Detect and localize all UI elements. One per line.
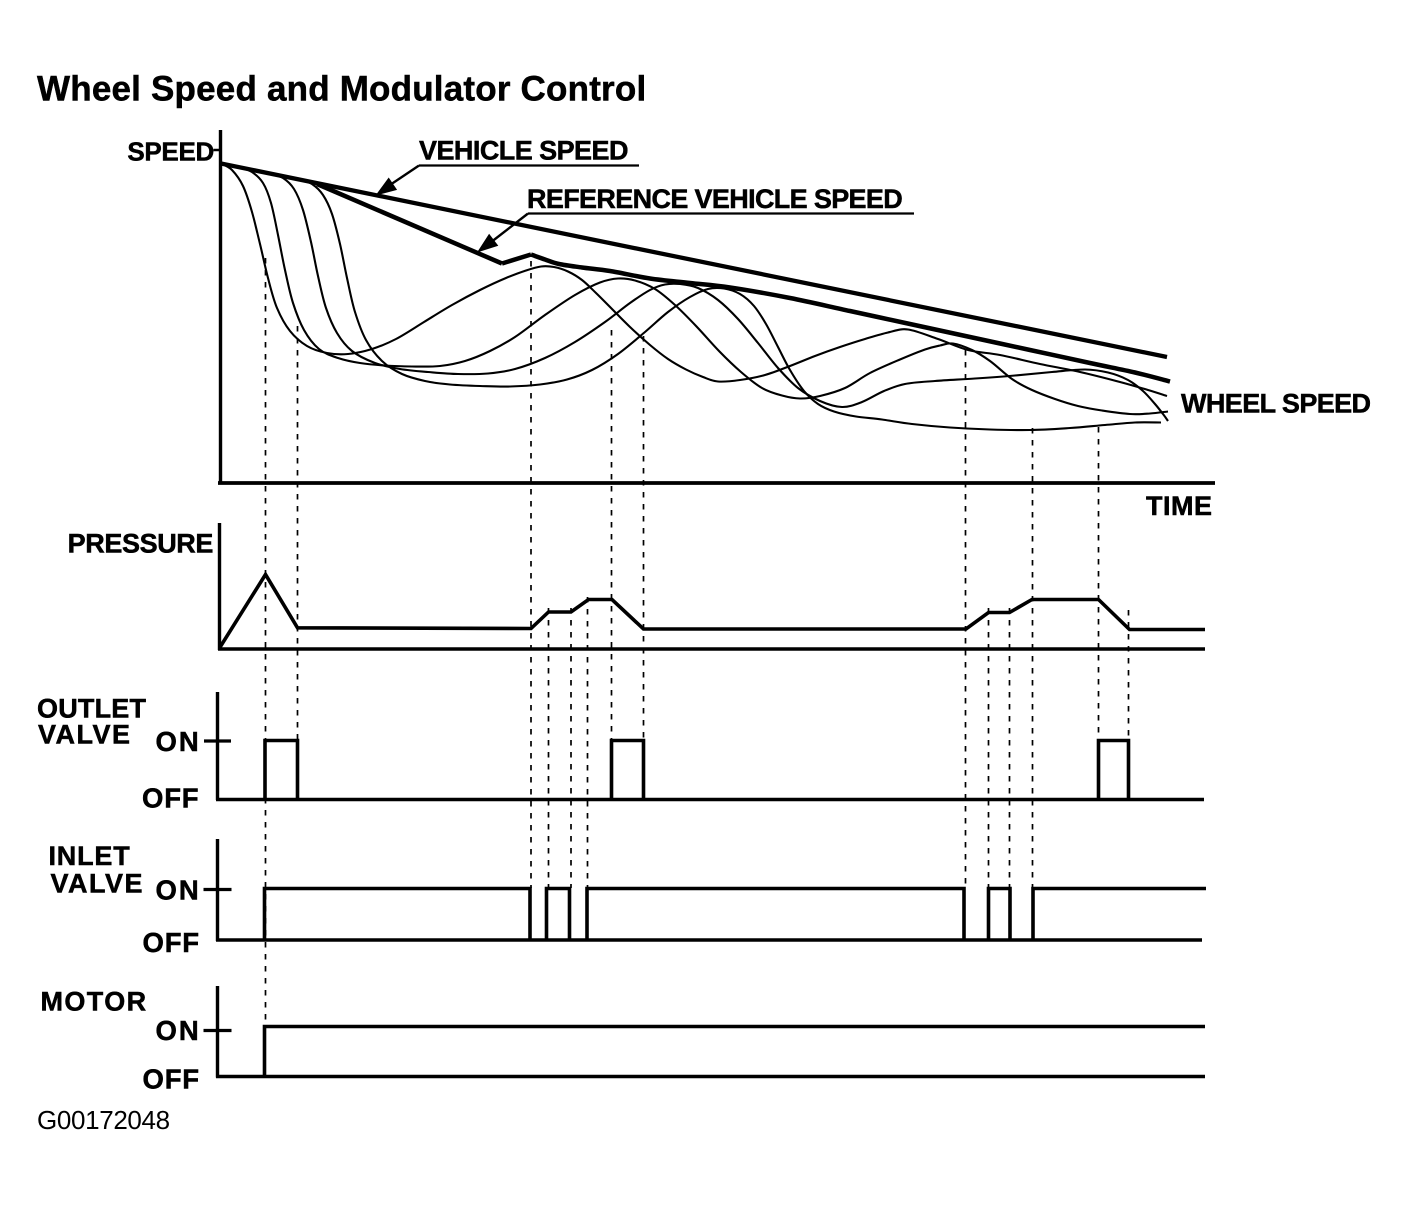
- svg-text:VALVE: VALVE: [38, 720, 132, 750]
- svg-text:OFF: OFF: [142, 783, 199, 814]
- svg-text:OFF: OFF: [143, 927, 200, 958]
- svg-text:TIME: TIME: [1146, 491, 1213, 521]
- svg-text:VEHICLE SPEED: VEHICLE SPEED: [419, 135, 628, 165]
- svg-text:REFERENCE VEHICLE SPEED: REFERENCE VEHICLE SPEED: [527, 184, 902, 214]
- svg-text:ON: ON: [156, 875, 201, 906]
- svg-text:SPEED: SPEED: [127, 137, 214, 167]
- svg-text:MOTOR: MOTOR: [41, 986, 148, 1016]
- svg-text:OUTLET: OUTLET: [37, 693, 146, 723]
- svg-text:INLET: INLET: [49, 841, 131, 871]
- svg-text:ON: ON: [156, 726, 201, 757]
- svg-text:ON: ON: [156, 1015, 201, 1046]
- svg-text:G00172048: G00172048: [37, 1105, 170, 1135]
- svg-text:Wheel Speed and Modulator Cont: Wheel Speed and Modulator Control: [37, 70, 646, 109]
- svg-text:WHEEL SPEED: WHEEL SPEED: [1181, 389, 1371, 419]
- svg-text:PRESSURE: PRESSURE: [68, 529, 213, 559]
- svg-text:OFF: OFF: [143, 1064, 200, 1095]
- svg-text:VALVE: VALVE: [51, 868, 145, 898]
